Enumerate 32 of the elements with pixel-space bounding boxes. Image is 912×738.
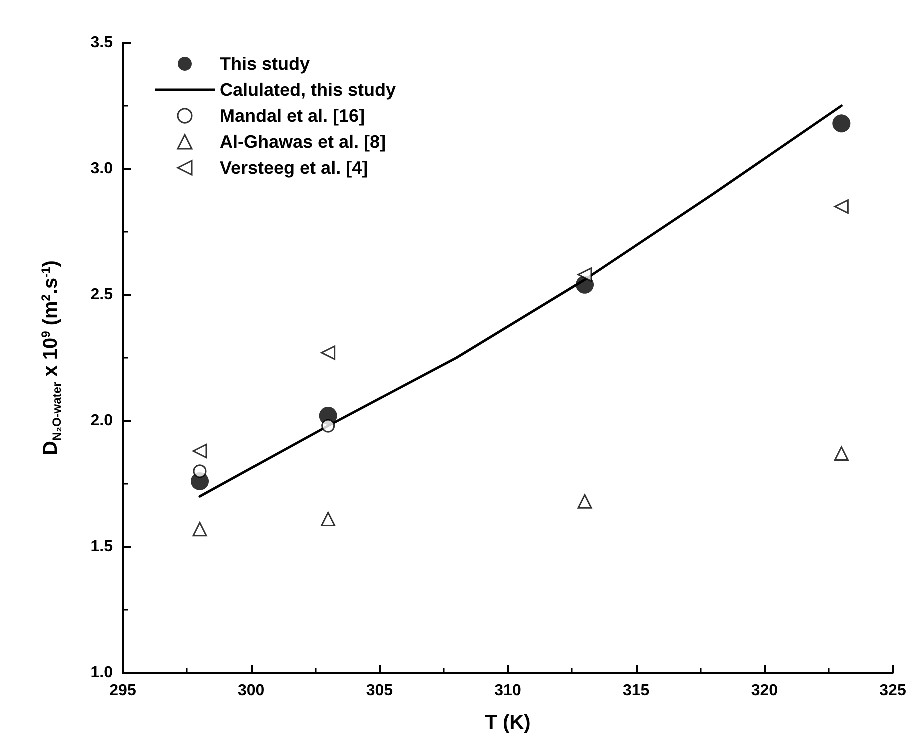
point [832,114,851,133]
line-series [198,104,843,498]
x-tick-label: 295 [110,682,136,700]
y-tick-label: 2.0 [90,412,114,430]
x-tick-label: 300 [238,682,265,700]
y-tick-label: 3.0 [90,160,114,178]
y-tick-label: 2.5 [90,286,114,304]
point [834,200,849,214]
point [322,419,336,433]
y-tick-label: 1.0 [90,664,114,682]
x-tick-label: 320 [751,682,778,700]
x-tick-label: 315 [622,682,650,700]
point [321,346,336,360]
point [321,512,336,527]
legend-label: Versteeg et al. [4] [220,158,368,178]
point [193,464,207,478]
point [192,444,208,458]
point [192,522,208,537]
point [834,446,849,462]
legend-label: Al-Ghawas et al. [8] [220,132,386,152]
x-tick-label: 310 [494,682,522,700]
legend-label: This study [220,54,310,74]
y-tick-label: 3.5 [90,34,114,52]
x-axis-title: T (K) [485,712,531,734]
point [578,268,592,282]
legend-label: Mandal et al. [16] [220,106,366,126]
x-tick-label: 305 [366,682,394,700]
x-tick-label: 325 [880,682,906,700]
text: DN₂O-water x 109 (m2.s-1) [39,260,64,456]
y-tick-label: 1.5 [90,538,114,556]
point [578,494,592,509]
legend-label: Calulated, this study [220,80,396,100]
